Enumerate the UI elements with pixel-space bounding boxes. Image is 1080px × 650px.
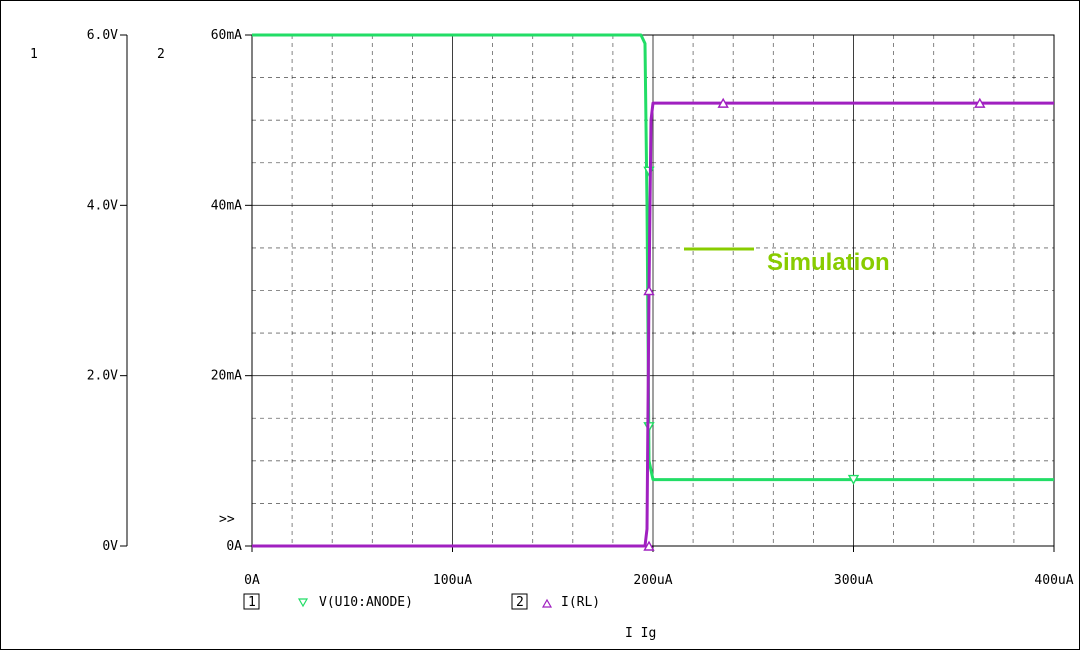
legend-box-2-label: 2 bbox=[516, 595, 524, 610]
axis-1-tick-label: 4.0V bbox=[87, 198, 118, 213]
series-2-marker bbox=[643, 540, 655, 551]
axis-1: 1 0V 2.0V 4.0V 6.0V bbox=[30, 28, 128, 554]
x-tick-label: 100uA bbox=[433, 573, 472, 588]
axis-2-tick-label: 40mA bbox=[211, 198, 242, 213]
x-tick-label: 0A bbox=[244, 573, 260, 588]
x-tick-label: 300uA bbox=[834, 573, 873, 588]
legend-series-1: V(U10:ANODE) bbox=[319, 595, 413, 610]
axis-1-tick-label: 0V bbox=[102, 539, 118, 554]
legend-series-2: I(RL) bbox=[561, 595, 600, 610]
series-2-marker bbox=[717, 97, 729, 108]
series bbox=[252, 33, 1054, 551]
series-2-marker bbox=[643, 285, 655, 296]
axis-1-label: 1 bbox=[30, 47, 38, 62]
axis-scroll-marker: >> bbox=[219, 512, 235, 527]
axis-2-tick-label: 20mA bbox=[211, 369, 242, 384]
axis-2-tick-label: 0A bbox=[226, 539, 242, 554]
legend-marker-i bbox=[541, 598, 553, 608]
legend: 1 V(U10:ANODE) 2 I(RL) bbox=[243, 593, 600, 610]
grid bbox=[252, 35, 1054, 546]
x-axis: 0A 100uA 200uA 300uA 400uA bbox=[244, 546, 1074, 588]
x-tick-label: 200uA bbox=[633, 573, 672, 588]
axis-2: 2 >> 0A 20mA 40mA 60mA bbox=[157, 28, 252, 554]
legend-box-1-label: 1 bbox=[248, 595, 256, 610]
annotation-text: Simulation bbox=[767, 249, 890, 276]
legend-box-2 bbox=[511, 593, 528, 610]
series-1-marker bbox=[847, 474, 860, 485]
series-line-2 bbox=[252, 101, 1054, 548]
x-tick-label: 400uA bbox=[1034, 573, 1073, 588]
axis-1-tick-label: 2.0V bbox=[87, 369, 118, 384]
x-axis-title: I Ig bbox=[625, 626, 656, 641]
legend-marker-v bbox=[297, 598, 309, 608]
axis-2-label: 2 bbox=[157, 47, 165, 62]
legend-box-1 bbox=[243, 593, 260, 610]
annotation: Simulation bbox=[684, 247, 890, 276]
axis-1-tick-label: 6.0V bbox=[87, 28, 118, 43]
series-2-marker bbox=[974, 97, 986, 108]
axis-2-tick-label: 60mA bbox=[211, 28, 242, 43]
